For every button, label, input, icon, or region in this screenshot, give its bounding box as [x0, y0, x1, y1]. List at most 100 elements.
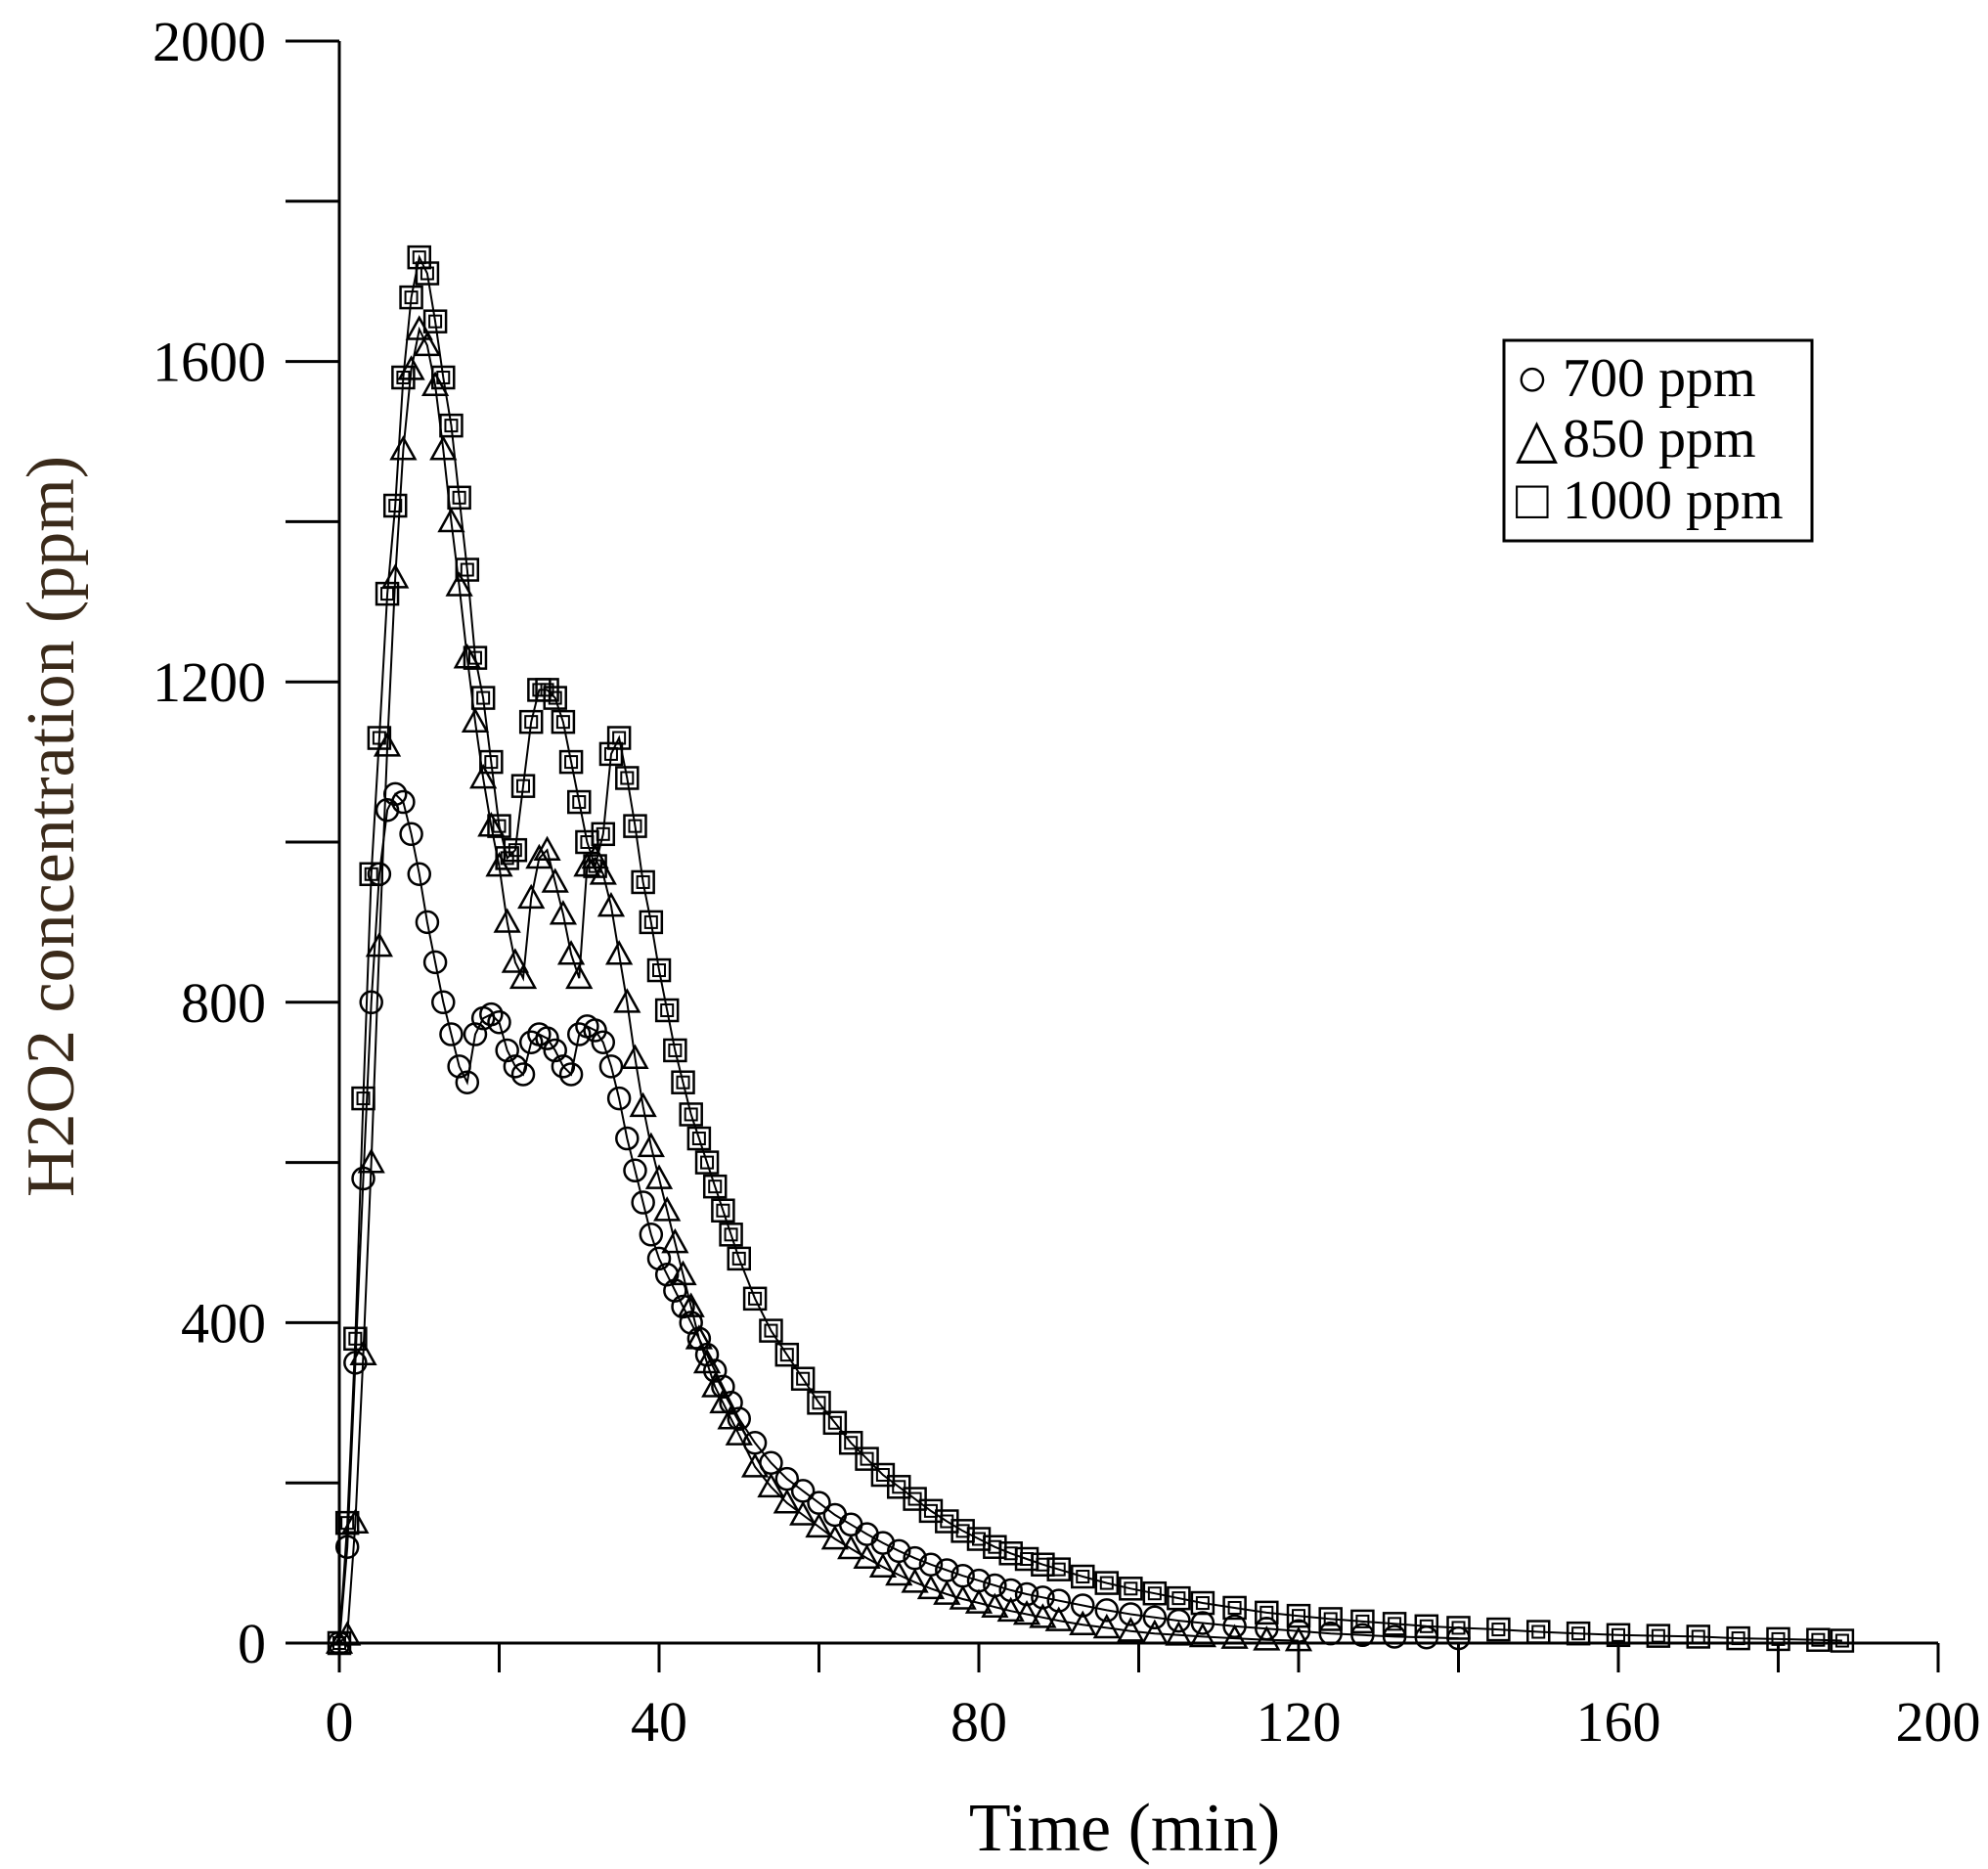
data-point [541, 868, 569, 893]
data-point-inner [436, 370, 451, 384]
data-point [333, 1621, 362, 1646]
data-point [606, 1086, 632, 1111]
data-point [885, 1560, 913, 1586]
data-point-inner [1811, 1632, 1826, 1647]
data-point [510, 1062, 536, 1087]
data-point [391, 365, 416, 390]
data-point [583, 854, 607, 878]
data-point [598, 741, 624, 767]
y-tick-label: 2000 [153, 10, 266, 73]
data-point [740, 1452, 770, 1478]
data-point [870, 1462, 896, 1488]
data-point [549, 900, 578, 925]
x-tick-label: 80 [950, 1690, 1007, 1754]
data-point-inner [524, 715, 539, 730]
data-point [727, 1246, 751, 1271]
data-point [855, 1446, 879, 1471]
data-point [1350, 1623, 1375, 1648]
data-point-inner [1691, 1629, 1705, 1644]
data-point-inner [1292, 1609, 1305, 1624]
data-point [341, 1508, 370, 1534]
data-point [422, 309, 448, 334]
data-point [950, 1519, 975, 1543]
data-point-inner [748, 1291, 763, 1306]
data-point [742, 1286, 768, 1312]
data-point [556, 940, 586, 965]
data-point [1486, 1617, 1511, 1642]
data-point [964, 1588, 994, 1614]
data-point [605, 940, 634, 965]
data-point [1318, 1621, 1343, 1646]
data-point-inner [731, 1251, 746, 1266]
data-point [445, 571, 473, 597]
data-point-inner [460, 562, 474, 577]
data-point [774, 1342, 800, 1367]
data-point [996, 1596, 1025, 1623]
data-point [517, 883, 546, 910]
series-line [338, 326, 1300, 1644]
data-point [399, 822, 423, 847]
data-point [822, 1410, 848, 1436]
data-point-inner [827, 1415, 842, 1430]
y-tick-label: 0 [238, 1612, 266, 1675]
data-point-inner [844, 1436, 859, 1450]
data-point [573, 851, 601, 877]
data-point [1165, 1621, 1193, 1646]
data-point [413, 331, 442, 357]
data-point [669, 1260, 697, 1286]
data-point [510, 774, 536, 798]
data-point [981, 1592, 1009, 1618]
data-point-inner [684, 1107, 698, 1122]
data-point-inner [1651, 1628, 1665, 1643]
data-point [493, 908, 521, 933]
x-tick-label: 200 [1896, 1690, 1981, 1754]
data-point [429, 435, 458, 461]
data-point [334, 1510, 360, 1535]
data-point-inner [668, 1043, 683, 1057]
data-point [1190, 1590, 1215, 1616]
data-point [591, 822, 616, 847]
data-point-inner [700, 1155, 715, 1170]
data-point [1766, 1626, 1790, 1652]
data-point-inner [1571, 1626, 1586, 1641]
data-point [702, 1174, 728, 1199]
x-axis-title: Time (min) [969, 1791, 1280, 1866]
data-point-inner [1419, 1619, 1434, 1633]
data-point [717, 1404, 745, 1430]
data-point [637, 1132, 665, 1158]
data-point [351, 1086, 376, 1111]
data-point [679, 1102, 703, 1127]
data-point-inner [364, 867, 378, 881]
data-point-inner [1147, 1586, 1162, 1601]
data-point [701, 1372, 729, 1398]
data-point [1830, 1628, 1855, 1653]
data-point [439, 413, 464, 438]
data-point [727, 1406, 751, 1431]
data-point [495, 846, 519, 870]
data-point-inner [596, 826, 610, 841]
data-point [415, 261, 440, 286]
data-point [966, 1527, 992, 1551]
data-point [479, 749, 504, 775]
data-point [367, 726, 392, 750]
data-point-inner [612, 731, 627, 745]
y-axis-title: H2O2 concentration (ppm) [14, 456, 89, 1197]
data-point [615, 766, 640, 790]
data-point [359, 862, 383, 887]
data-point-inner [1051, 1562, 1066, 1577]
data-point-inner [492, 819, 507, 833]
data-point [575, 829, 599, 855]
data-point [639, 1223, 664, 1247]
data-point [949, 1584, 977, 1610]
series-line [338, 792, 1459, 1644]
data-point [357, 1148, 385, 1174]
legend: ○ 700 ppm △ 850 ppm □ 1000 ppm [1502, 338, 1814, 543]
data-point [391, 789, 416, 815]
data-point [1253, 1625, 1281, 1651]
data-point [887, 1475, 911, 1499]
data-point [820, 1524, 849, 1550]
data-point [1382, 1612, 1407, 1636]
data-point [535, 678, 559, 702]
